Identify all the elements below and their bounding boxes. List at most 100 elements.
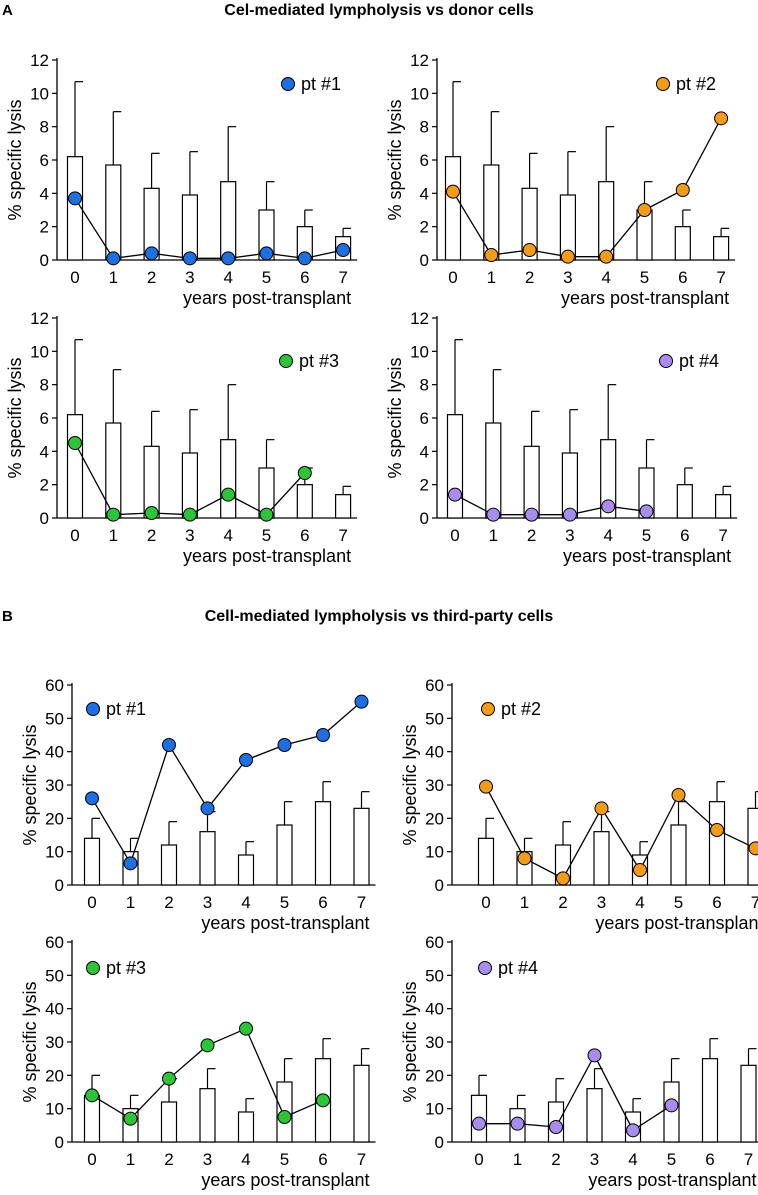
x-tick-label: 3 <box>597 893 606 912</box>
patient-data-point <box>200 801 215 816</box>
patient-data-point <box>486 507 501 522</box>
patient-data-point <box>446 184 460 199</box>
y-axis-title: % specific lysis <box>20 724 40 845</box>
x-tick-label: 5 <box>667 1150 676 1169</box>
patient-data-point <box>633 863 647 877</box>
x-axis-title: years post-transplant <box>595 913 758 933</box>
x-tick-label: 5 <box>280 893 289 912</box>
patient-data-point <box>277 738 292 752</box>
legend-label: pt #4 <box>679 351 719 371</box>
y-tick-label: 12 <box>30 309 49 328</box>
bar <box>160 1101 178 1143</box>
bar <box>353 1064 370 1143</box>
y-tick-label: 30 <box>425 776 444 795</box>
x-axis-title: years post-transplant <box>563 546 731 566</box>
bar <box>314 801 332 886</box>
y-tick-label: 4 <box>420 442 429 461</box>
chart-panel-8: 0 10 20 30 40 50 60 0 1 2 3 4 5 6 7 % specific lysis yea… <box>400 933 758 1190</box>
y-tick-label: 6 <box>420 409 429 428</box>
x-tick-label: 0 <box>70 268 79 287</box>
x-tick-label: 2 <box>527 526 536 545</box>
patient-data-point <box>316 1093 330 1108</box>
bar <box>66 156 84 261</box>
y-tick-label: 0 <box>55 876 64 895</box>
patient-data-point <box>297 466 312 480</box>
legend-marker <box>659 354 673 368</box>
patient-data-point <box>594 801 609 816</box>
patient-data-point <box>714 111 729 126</box>
patient-data-point <box>710 823 724 837</box>
x-tick-label: 6 <box>300 526 309 545</box>
bar <box>636 209 653 261</box>
patient-data-point <box>239 1021 253 1036</box>
x-tick-label: 5 <box>640 268 649 287</box>
y-tick-label: 2 <box>420 476 429 495</box>
bar <box>220 439 237 519</box>
x-tick-label: 2 <box>164 1150 173 1169</box>
patient-data-point <box>556 871 570 886</box>
bar <box>714 494 732 519</box>
legend-marker <box>86 961 100 975</box>
patient-data-point <box>297 251 312 266</box>
patient-data-point <box>85 791 99 806</box>
x-tick-label: 3 <box>185 526 194 545</box>
bar <box>485 422 502 519</box>
patient-data-point <box>106 251 121 266</box>
y-tick-label: 0 <box>40 251 49 270</box>
x-tick-label: 4 <box>635 893 644 912</box>
x-tick-label: 1 <box>489 526 498 545</box>
x-tick-label: 6 <box>300 268 309 287</box>
x-tick-label: 4 <box>241 1150 250 1169</box>
y-tick-label: 6 <box>40 151 49 170</box>
legend-marker <box>279 354 293 368</box>
bar <box>237 1111 255 1143</box>
y-tick-label: 50 <box>425 966 444 985</box>
legend-label: pt #1 <box>106 699 146 719</box>
x-tick-label: 4 <box>628 1150 637 1169</box>
section-b-title: Cell-mediated lympholysis vs third-party… <box>204 608 554 625</box>
patient-series-line <box>479 1053 672 1132</box>
y-axis-title: % specific lysis <box>20 981 40 1102</box>
x-axis-title: years post-transplant <box>561 288 729 308</box>
legend-label: pt #3 <box>106 958 146 978</box>
x-tick-label: 1 <box>520 893 529 912</box>
x-tick-label: 3 <box>565 526 574 545</box>
x-tick-label: 2 <box>551 1150 560 1169</box>
x-tick-label: 7 <box>338 268 347 287</box>
y-tick-label: 40 <box>45 1000 64 1019</box>
x-tick-label: 1 <box>126 1150 135 1169</box>
patient-series-line <box>454 494 647 516</box>
bar <box>276 824 293 886</box>
y-tick-label: 50 <box>425 709 444 728</box>
patient-data-point <box>85 1088 99 1103</box>
patient-data-point <box>182 251 197 266</box>
x-tick-label: 0 <box>481 893 490 912</box>
y-tick-label: 30 <box>425 1033 444 1052</box>
x-tick-label: 7 <box>357 893 366 912</box>
patient-data-point <box>664 1098 679 1113</box>
y-tick-label: 10 <box>425 843 444 862</box>
x-tick-label: 1 <box>109 526 118 545</box>
bar <box>199 831 216 886</box>
patient-data-point <box>448 487 462 502</box>
patient-data-point <box>144 506 159 520</box>
x-tick-label: 3 <box>563 268 572 287</box>
x-tick-label: 5 <box>674 893 683 912</box>
bar <box>740 1064 757 1143</box>
bar <box>523 445 540 519</box>
y-tick-label: 6 <box>40 409 49 428</box>
patient-data-point <box>472 1116 486 1131</box>
x-tick-label: 7 <box>751 893 758 912</box>
x-tick-label: 7 <box>716 268 725 287</box>
y-tick-label: 12 <box>410 309 429 328</box>
x-tick-label: 7 <box>744 1150 753 1169</box>
x-tick-label: 6 <box>680 526 689 545</box>
y-tick-label: 10 <box>425 1100 444 1119</box>
patient-data-point <box>671 788 686 802</box>
x-tick-label: 6 <box>712 893 721 912</box>
legend-label: pt #1 <box>301 74 341 94</box>
y-axis-title: % specific lysis <box>385 99 405 220</box>
